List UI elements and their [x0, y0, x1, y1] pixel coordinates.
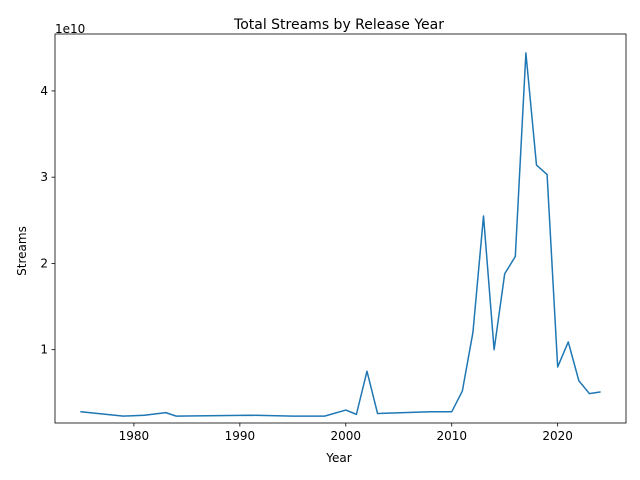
x-tick-label: 2010 [436, 429, 467, 443]
y-tick-label: 1 [40, 343, 48, 357]
chart-title: Total Streams by Release Year [233, 17, 444, 33]
y-axis-label: Streams [15, 226, 29, 276]
x-axis-ticks: 1980 1990 2000 2010 2020 [119, 423, 573, 443]
y-axis-ticks: 1 2 3 4 [40, 84, 55, 357]
series-line [80, 52, 601, 417]
plot-area [54, 33, 627, 424]
x-axis-label: Year [325, 451, 351, 465]
y-axis-offset-label: 1e10 [55, 22, 85, 36]
x-tick-label: 2000 [331, 429, 362, 443]
x-tick-label: 1990 [225, 429, 256, 443]
y-tick-label: 4 [40, 84, 48, 98]
x-tick-label: 1980 [119, 429, 150, 443]
x-tick-label: 2020 [542, 429, 573, 443]
y-tick-label: 2 [40, 256, 48, 270]
y-tick-label: 3 [40, 170, 48, 184]
plot-frame [54, 33, 627, 424]
